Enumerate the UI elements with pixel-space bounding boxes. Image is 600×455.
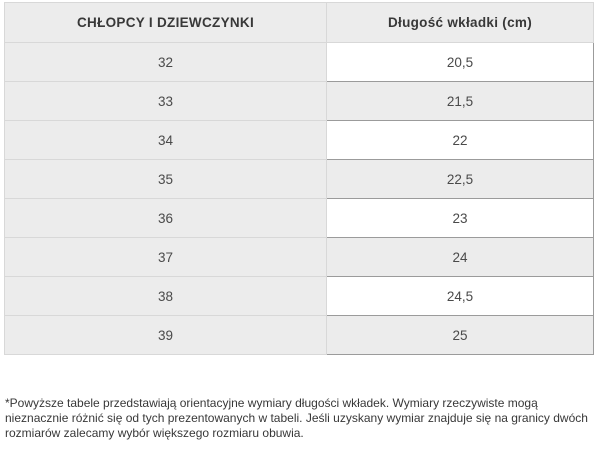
footnote-line: nieznacznie różnić się od tych prezentow… [5,411,588,425]
size-chart-table: CHŁOPCY I DZIEWCZYNKI Długość wkładki (c… [4,2,594,355]
length-cell: 23 [327,199,594,238]
table-row: 39 25 [5,316,594,355]
length-cell: 25 [327,316,594,355]
size-cell: 39 [5,316,327,355]
size-cell: 33 [5,82,327,121]
size-cell: 34 [5,121,327,160]
table-row: 33 21,5 [5,82,594,121]
size-cell: 36 [5,199,327,238]
table-row: 38 24,5 [5,277,594,316]
length-cell: 21,5 [327,82,594,121]
table-row: 34 22 [5,121,594,160]
size-table-body: 32 20,5 33 21,5 34 22 35 22,5 36 23 37 24 38 24,5 39 25 [5,43,594,355]
length-cell: 22,5 [327,160,594,199]
length-cell: 24 [327,238,594,277]
length-cell: 20,5 [327,43,594,82]
length-cell: 24,5 [327,277,594,316]
header-row: CHŁOPCY I DZIEWCZYNKI Długość wkładki (c… [5,3,594,43]
header-size-column: CHŁOPCY I DZIEWCZYNKI [5,3,327,43]
size-chart-footnote: *Powyższe tabele przedstawiają orientacy… [5,396,600,441]
size-chart-header: CHŁOPCY I DZIEWCZYNKI Długość wkładki (c… [5,3,594,43]
footnote-line: rozmiarów zalecamy wybór większego rozmi… [5,426,304,440]
table-row: 32 20,5 [5,43,594,82]
table-row: 36 23 [5,199,594,238]
size-cell: 35 [5,160,327,199]
footnote-line: *Powyższe tabele przedstawiają orientacy… [5,396,538,410]
size-cell: 37 [5,238,327,277]
size-cell: 32 [5,43,327,82]
table-row: 37 24 [5,238,594,277]
table-row: 35 22,5 [5,160,594,199]
size-cell: 38 [5,277,327,316]
header-length-column: Długość wkładki (cm) [327,3,594,43]
length-cell: 22 [327,121,594,160]
